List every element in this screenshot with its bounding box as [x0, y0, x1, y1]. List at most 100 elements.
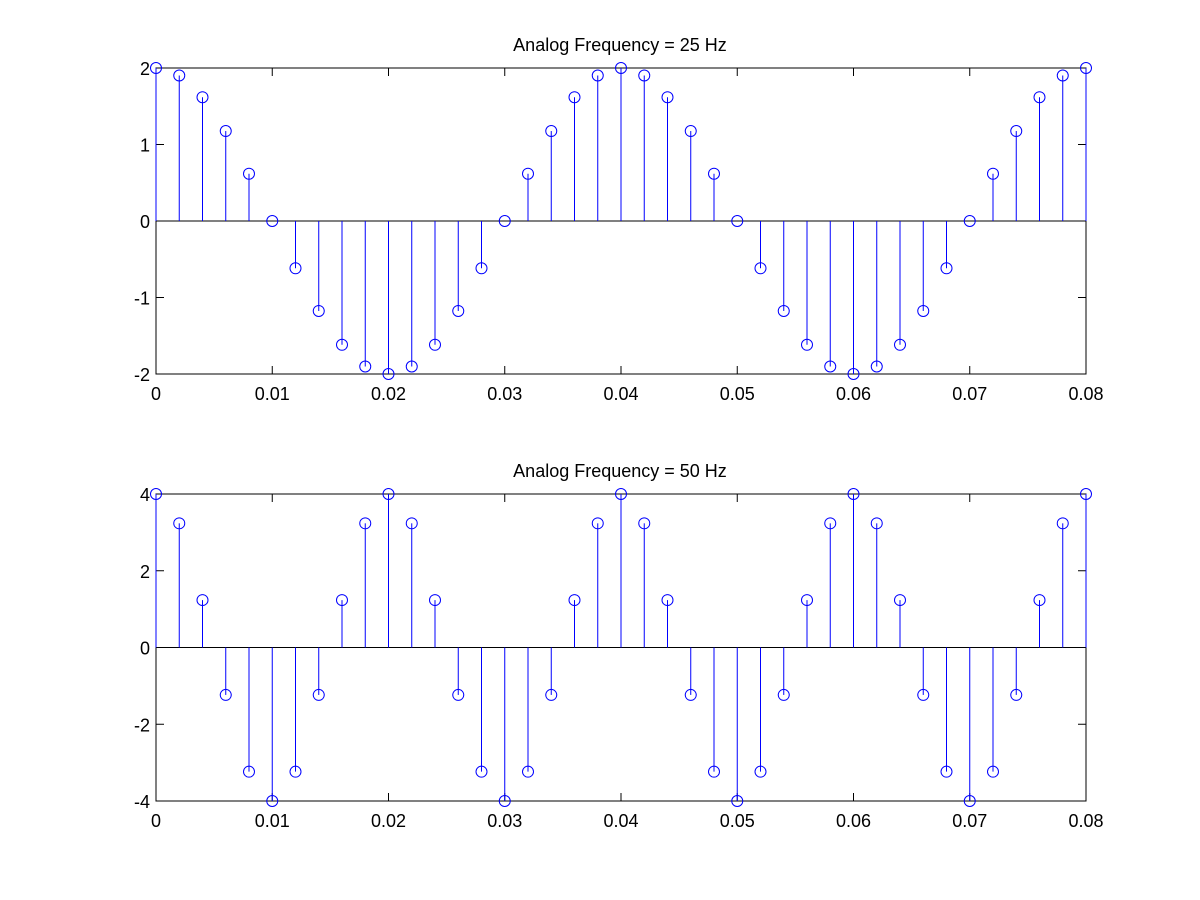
stem-marker: [847, 368, 860, 380]
stem-marker: [638, 517, 651, 530]
y-tick-label: 2: [140, 59, 150, 79]
y-tick-label: 0: [140, 212, 150, 232]
stem-marker: [522, 765, 534, 778]
x-tick-label: 0.02: [371, 384, 406, 404]
stem-marker: [452, 688, 465, 701]
stem-marker: [382, 368, 395, 380]
stem-marker: [824, 517, 837, 530]
stem-marker: [336, 338, 348, 351]
x-tick-label: 0: [151, 811, 161, 831]
stem-marker: [917, 304, 930, 317]
stem-marker: [312, 304, 325, 317]
stem-marker: [429, 338, 441, 351]
y-tick-label: 0: [140, 639, 150, 659]
chart-title: Analog Frequency = 25 Hz: [513, 35, 727, 55]
stem-marker: [568, 594, 581, 607]
x-tick-label: 0.02: [371, 811, 406, 831]
stem-marker: [1010, 125, 1023, 138]
stem-marker: [731, 215, 744, 227]
stem-marker: [359, 360, 372, 373]
x-tick-label: 0.05: [720, 384, 755, 404]
x-tick-label: 0.01: [255, 384, 290, 404]
stem-marker: [801, 594, 813, 607]
y-tick-label: -4: [134, 792, 150, 812]
stem-marker: [591, 69, 604, 82]
stem-marker: [684, 125, 697, 138]
axes-bottom: 0 0.01 0.02 0.03 0.04 0.05 0.06 0.07 0.08 -4 -2 0 2 4…: [134, 461, 1104, 831]
stem-marker: [1080, 62, 1092, 74]
stem-marker: [684, 688, 697, 701]
stem-marker: [987, 167, 999, 180]
stem-marker: [150, 62, 162, 74]
stem-marker: [754, 262, 767, 275]
stem-marker: [777, 688, 790, 701]
stem-marker: [452, 304, 465, 317]
x-tick-label: 0.03: [487, 384, 522, 404]
x-tick-label: 0.03: [487, 811, 522, 831]
y-tick-label: -2: [134, 365, 150, 385]
x-tick-label: 0.06: [836, 384, 871, 404]
stem-marker: [963, 215, 976, 227]
stem-marker: [1056, 69, 1069, 82]
stem-marker: [219, 125, 232, 138]
stem-marker: [894, 338, 906, 351]
stem-marker: [894, 594, 906, 607]
stem-marker: [196, 594, 209, 607]
x-tick-label: 0.07: [952, 811, 987, 831]
stem-marker: [1056, 517, 1069, 530]
stem-marker: [963, 795, 976, 807]
stem-marker: [498, 215, 511, 227]
stem-marker: [568, 91, 581, 104]
stem-marker: [917, 688, 930, 701]
stem-marker: [243, 167, 255, 180]
x-tick-label: 0.01: [255, 811, 290, 831]
stem-marker: [219, 688, 232, 701]
stem-marker: [708, 765, 720, 778]
x-tick-label: 0.08: [1068, 811, 1103, 831]
stem-marker: [405, 360, 418, 373]
x-tick-label: 0.06: [836, 811, 871, 831]
x-tick-label: 0: [151, 384, 161, 404]
stem-marker: [475, 765, 488, 778]
stem-marker: [289, 765, 302, 778]
stem-marker: [615, 62, 627, 74]
y-tick-label: -2: [134, 715, 150, 735]
stem-marker: [405, 517, 418, 530]
stem-marker: [312, 688, 325, 701]
stem-marker: [359, 517, 372, 530]
stem-marker: [638, 69, 651, 82]
x-tick-label: 0.08: [1068, 384, 1103, 404]
stem-marker: [266, 795, 279, 807]
stem-marker: [173, 517, 186, 530]
stem-marker: [801, 338, 813, 351]
stem-marker: [591, 517, 604, 530]
chart-title: Analog Frequency = 50 Hz: [513, 461, 727, 481]
y-tick-label: 4: [140, 485, 150, 505]
stem-marker: [661, 594, 674, 607]
stem-marker: [708, 167, 720, 180]
stem-marker: [1080, 488, 1092, 500]
x-tick-label: 0.05: [720, 811, 755, 831]
stem-marker: [475, 262, 488, 275]
stem-marker: [731, 795, 744, 807]
stem-marker: [243, 765, 255, 778]
y-tick-label: 1: [140, 136, 150, 156]
stem-marker: [1033, 91, 1046, 104]
stem-marker: [1010, 688, 1023, 701]
stem-marker: [847, 488, 860, 500]
stem-marker: [940, 262, 953, 275]
stem-marker: [824, 360, 837, 373]
x-tick-label: 0.04: [603, 384, 638, 404]
stem-marker: [429, 594, 441, 607]
stem-marker: [289, 262, 302, 275]
stem-marker: [382, 488, 395, 500]
stem-marker: [173, 69, 186, 82]
x-tick-label: 0.04: [603, 811, 638, 831]
stem-marker: [870, 360, 883, 373]
stem-marker: [266, 215, 279, 227]
stem-marker: [498, 795, 511, 807]
stem-marker: [545, 688, 558, 701]
stem-marker: [336, 594, 348, 607]
